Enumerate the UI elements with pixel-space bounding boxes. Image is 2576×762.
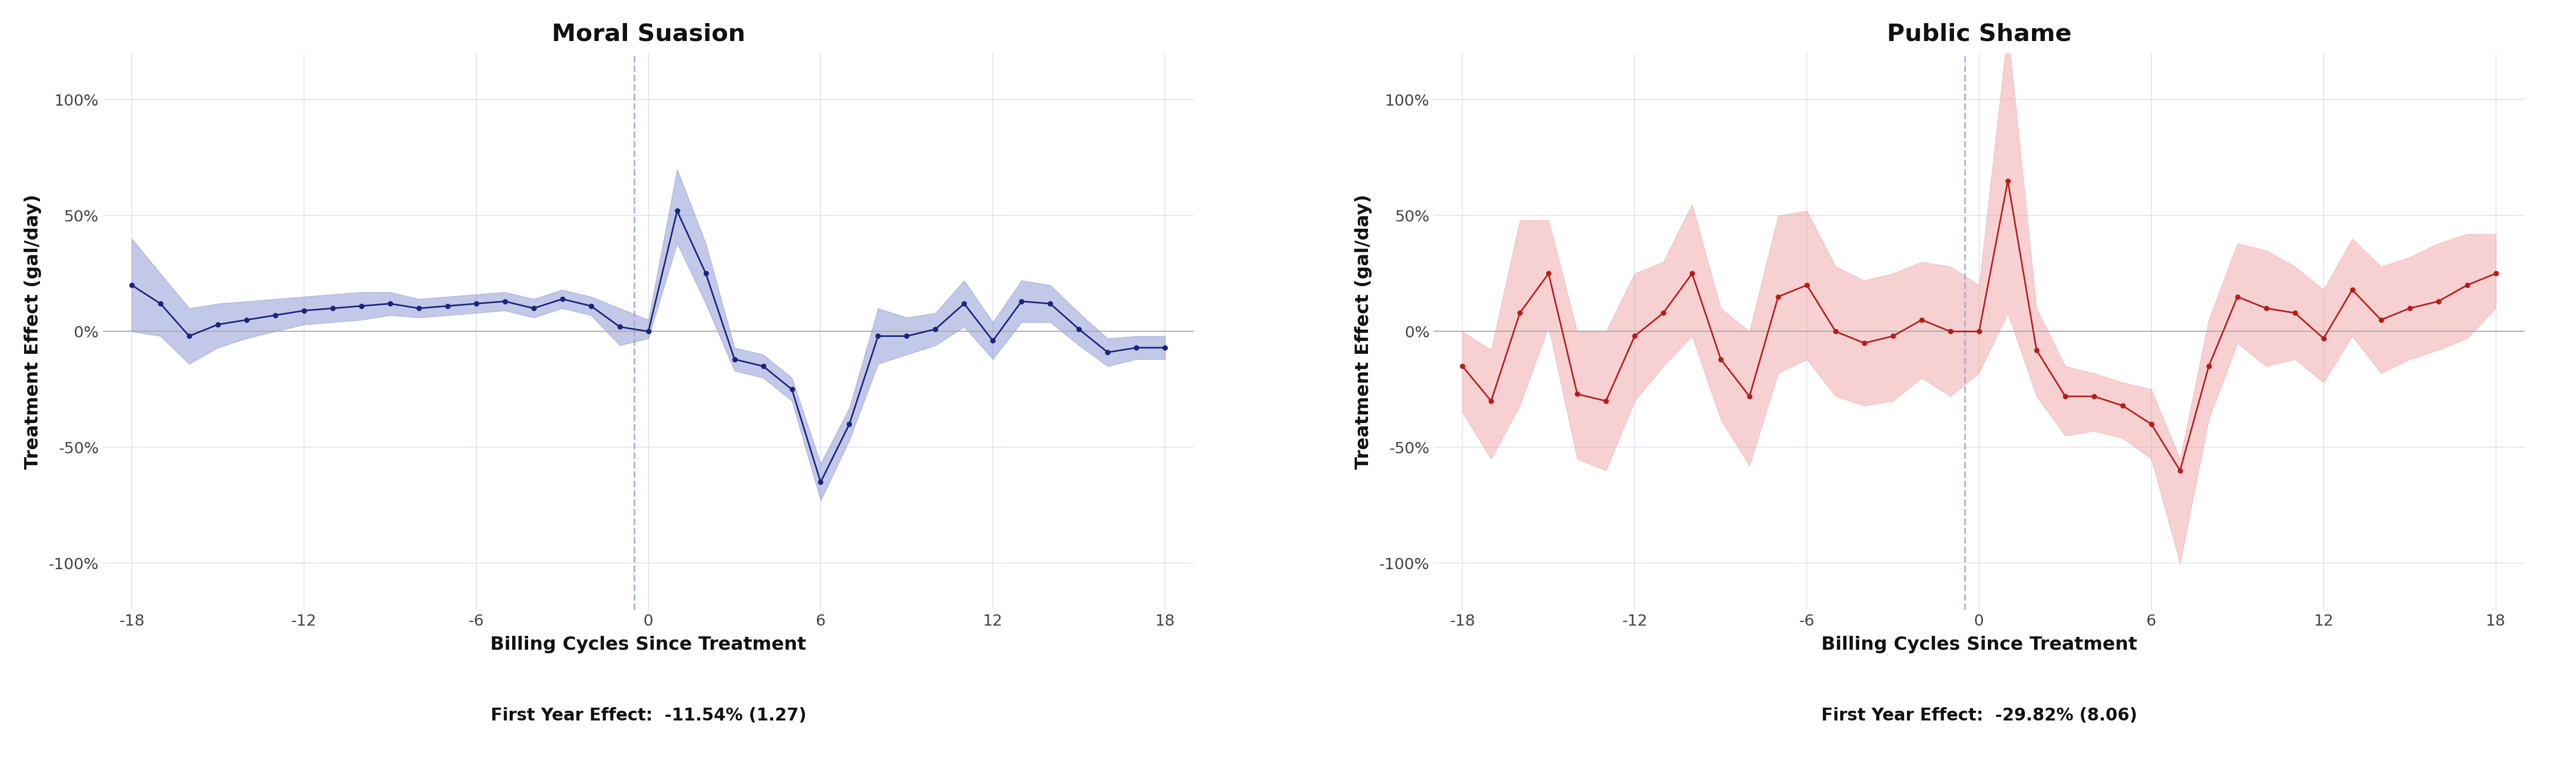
Title: Moral Suasion: Moral Suasion <box>551 23 744 46</box>
X-axis label: Billing Cycles Since Treatment: Billing Cycles Since Treatment <box>1821 636 2138 653</box>
X-axis label: Billing Cycles Since Treatment: Billing Cycles Since Treatment <box>489 636 806 653</box>
Text: First Year Effect:  -11.54% (1.27): First Year Effect: -11.54% (1.27) <box>489 707 806 724</box>
Text: First Year Effect:  -29.82% (8.06): First Year Effect: -29.82% (8.06) <box>1821 707 2138 724</box>
Title: Public Shame: Public Shame <box>1886 23 2071 46</box>
Y-axis label: Treatment Effect (gal/day): Treatment Effect (gal/day) <box>1355 194 1373 469</box>
Y-axis label: Treatment Effect (gal/day): Treatment Effect (gal/day) <box>23 194 41 469</box>
